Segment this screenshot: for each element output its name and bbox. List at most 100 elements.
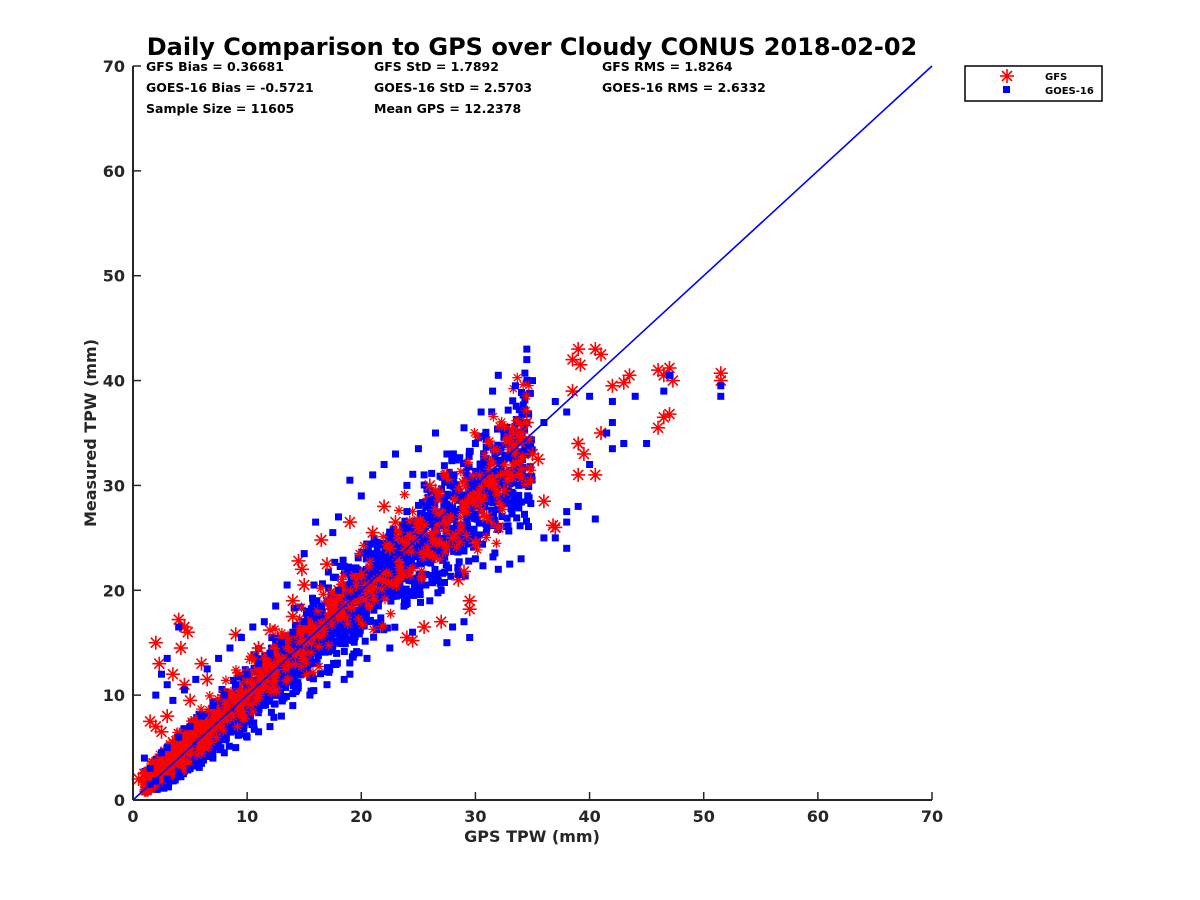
goes16-point [289,628,297,636]
goes16-point [540,534,548,542]
goes16-cloud-point [291,621,299,629]
goes16-cloud-point [441,568,449,576]
gfs-cloud-point [318,618,329,629]
goes16-cloud-point [422,571,430,578]
goes16-point [643,440,651,447]
gfs-cloud-point [358,540,369,551]
goes16-cloud-point [248,721,256,729]
gfs-point [502,467,517,482]
y-axis-label: Measured TPW (mm) [81,339,100,527]
goes16-cloud-point [471,531,479,539]
gfs-point [616,375,631,390]
goes16-cloud-point [465,527,473,535]
goes16-cloud-point [507,505,515,513]
goes16-cloud-point [272,691,279,699]
goes16-cloud-point [346,585,354,593]
goes16-cloud-point [312,614,320,622]
goes16-cloud-point [376,561,383,569]
goes16-cloud-point [362,611,370,619]
goes16-point [608,419,616,426]
gfs-cloud-point [499,421,510,432]
goes16-point [563,508,571,516]
gfs-cloud-point [391,581,402,592]
gfs-point [377,499,392,514]
gfs-cloud-point [295,628,306,639]
goes16-cloud-point [303,663,311,671]
gfs-cloud-point [218,725,229,736]
goes16-cloud-point [316,615,324,623]
goes16-cloud-point [422,512,430,520]
goes16-cloud-point [505,527,513,535]
gfs-cloud-point [416,566,427,576]
goes16-cloud-point [270,700,278,708]
goes16-cloud-point [310,581,318,589]
goes16-point [392,450,399,458]
gfs-point [445,530,460,545]
goes16-cloud-point [455,558,463,566]
gfs-cloud-point [415,515,426,526]
goes16-cloud-point [324,568,332,576]
goes16-cloud-point [427,511,434,519]
goes16-cloud-point [482,428,490,436]
goes16-point [523,356,531,364]
goes16-cloud-point [521,369,529,377]
goes16-point [608,445,616,453]
goes16-point [460,618,468,626]
goes16-cloud-point [497,492,505,500]
goes16-point [437,586,445,594]
goes16-point [363,654,371,662]
goes16-point [666,371,673,379]
gfs-cloud-point [394,527,405,538]
gfs-point [388,515,403,530]
goes16-point [180,686,188,694]
goes16-point [255,660,263,668]
gfs-point [263,623,277,638]
goes16-point [523,345,531,353]
gfs-cloud-point [469,427,480,438]
gfs-point [297,578,312,592]
gfs-point [314,533,329,547]
goes16-cloud-point [232,685,239,693]
goes16-point [449,471,457,479]
goes16-cloud-point [352,607,360,615]
gfs-point [294,562,309,577]
gfs-point [573,357,588,372]
goes16-point [186,723,194,731]
gfs-point [565,352,580,367]
gfs-cloud-point [326,620,337,631]
goes16-point [489,387,497,395]
goes16-point [443,639,451,647]
goes16-cloud-point [289,636,297,644]
y-tick-label: 20 [103,581,125,600]
goes16-point [300,550,308,558]
gfs-point [165,667,180,682]
goes16-cloud-point [303,656,311,664]
goes16-point [163,681,171,689]
goes16-point [312,518,320,526]
goes16-point [403,508,411,516]
gfs-cloud-point [521,391,532,402]
gfs-cloud-point [219,704,230,715]
goes16-cloud-point [313,597,321,605]
goes16-cloud-point [447,572,455,580]
gfs-cloud-point [353,597,364,607]
goes16-cloud-point [446,533,454,541]
goes16-cloud-point [480,455,488,463]
goes16-cloud-point [240,725,248,733]
goes16-point [608,398,616,405]
goes16-cloud-point [236,673,244,681]
goes16-cloud-point [451,514,459,522]
goes16-cloud-point [479,540,486,548]
goes16-point [209,702,217,710]
gfs-cloud-point [483,437,494,448]
legend-label-gfs: GFS [1045,72,1067,83]
goes16-cloud-point [191,752,199,760]
goes16-cloud-point [502,493,510,501]
gfs-cloud-point [305,647,316,658]
goes16-cloud-point [333,649,341,657]
gfs-cloud-point [196,704,207,715]
stat-gfs-bias: GFS Bias = 0.36681 [146,59,284,74]
gfs-point [428,483,443,498]
gfs-cloud-point [296,602,307,613]
goes16-cloud-point [486,515,494,522]
